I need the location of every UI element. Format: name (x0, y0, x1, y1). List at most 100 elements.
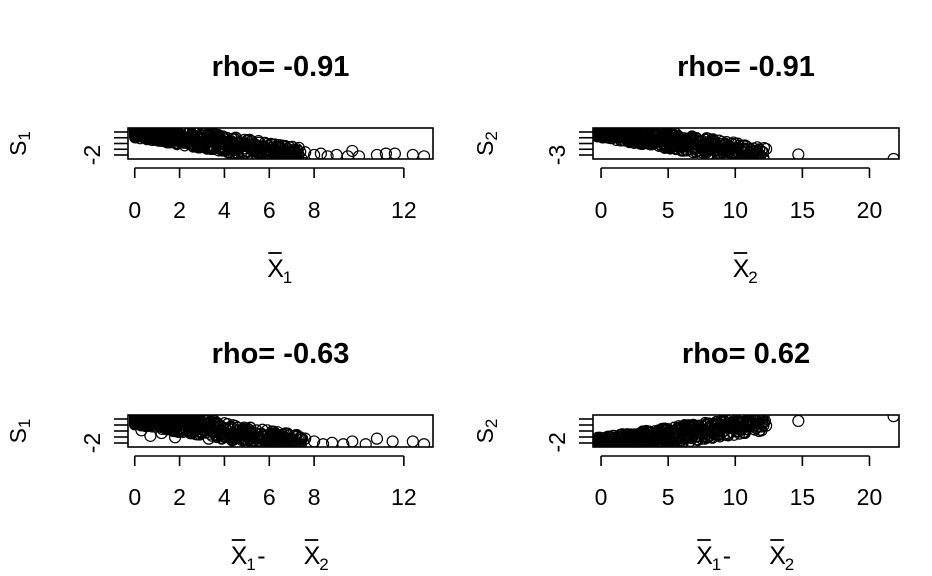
chart-title: rho= -0.91 (677, 51, 815, 83)
x-tick-label: 4 (218, 484, 231, 510)
scatter-point (202, 432, 215, 445)
x-axis: 0 2 4 6 8 12 (128, 167, 417, 223)
scatter-point (225, 143, 238, 156)
x-axis-label: X1 - X2 (231, 539, 329, 574)
scatter-point (212, 418, 225, 430)
scatter-points (128, 415, 431, 447)
x-tick-label: 2 (173, 484, 186, 510)
scatter-point (292, 148, 305, 159)
scatter-point (177, 424, 191, 437)
scatter-point (758, 154, 771, 159)
scatter-point (695, 140, 708, 153)
y-tick-label: -3 (544, 145, 570, 165)
chart-panel-1: rho= -0.91 0 2 4 6 8 12 -2 S1 X1 (5, 51, 434, 287)
scatter-point (240, 429, 253, 442)
scatter-point (291, 155, 303, 159)
scatter-point (168, 134, 182, 147)
scatter-point (292, 436, 305, 447)
scatter-point (715, 143, 728, 156)
scatter-point (346, 435, 359, 447)
scatter-point (709, 418, 722, 431)
scatter-point (269, 435, 283, 447)
scatter-point (602, 441, 614, 447)
x-tick-label: 15 (790, 197, 816, 223)
scatter-point (709, 141, 722, 154)
scatter-point (152, 128, 163, 132)
scatter-point (128, 128, 141, 136)
scatter-point (263, 144, 276, 158)
scatter-point (247, 143, 260, 156)
x-axis-label: X2 (733, 252, 758, 287)
scatter-point (143, 128, 150, 129)
scatter-point (751, 415, 764, 422)
scatter-point (623, 128, 636, 134)
scatter-point (173, 417, 186, 430)
scatter-point (285, 144, 298, 158)
scatter-point (688, 141, 702, 154)
scatter-point (608, 432, 621, 445)
scatter-point (635, 131, 648, 145)
scatter-point (743, 153, 756, 159)
scatter-point (595, 445, 604, 447)
scatter-point (417, 150, 431, 159)
subscript: 1 (283, 268, 292, 287)
scatter-point (249, 144, 261, 157)
scatter-point (593, 445, 602, 447)
scatter-point (612, 436, 625, 447)
scatter-point (321, 150, 334, 159)
scatter-point (299, 146, 312, 159)
scatter-point (739, 146, 753, 159)
chart-title: rho= -0.63 (212, 338, 350, 370)
scatter-point (264, 137, 277, 150)
scatter-point (269, 147, 283, 159)
x-axis: 0 5 10 15 20 (595, 455, 882, 510)
x-axis-label: X1 - X2 (696, 539, 794, 574)
scatter-point (234, 432, 247, 444)
scatter-point (133, 128, 146, 137)
chart-title: rho= 0.62 (682, 338, 810, 370)
x-tick-label: 5 (662, 484, 675, 510)
scatter-point (683, 139, 696, 152)
scatter-point (599, 128, 611, 133)
chart-panel-2: rho= -0.91 0 5 10 15 20 -3 S2 X2 (472, 51, 900, 287)
scatter-point (701, 431, 714, 443)
scatter-point (601, 128, 613, 135)
scatter-point (296, 445, 305, 447)
scatter-point (663, 435, 675, 447)
x-tick-label: 6 (263, 197, 276, 223)
scatter-point (131, 128, 139, 130)
minus-sign: - (723, 542, 731, 570)
y-axis-label: S1 (5, 131, 34, 156)
x-axis-label: X1 (267, 252, 292, 287)
scatter-point (625, 130, 639, 143)
scatter-point (209, 429, 222, 442)
scatter-point (231, 429, 244, 441)
scatter-point (359, 438, 372, 447)
scatter-point (132, 415, 142, 417)
scatter-points (593, 128, 899, 159)
scatter-point (596, 128, 606, 131)
scatter-point (386, 435, 399, 447)
y-axis: -2 (544, 418, 593, 452)
scatter-point (753, 417, 766, 429)
scatter-point (191, 428, 204, 441)
scatter-point (165, 415, 178, 420)
scatter-point (639, 134, 652, 147)
scatter-point (276, 431, 289, 444)
scatter-point (621, 131, 634, 144)
scatter-point (239, 423, 252, 436)
x-tick-label: 0 (595, 197, 608, 223)
scatter-point (195, 136, 209, 149)
xbar-symbol: X (696, 542, 713, 570)
scatter-point (151, 128, 164, 140)
x-axis: 0 2 4 6 8 12 (128, 455, 417, 510)
scatter-point (308, 148, 321, 159)
y-axis: -2 (79, 418, 128, 453)
scatter-point (746, 415, 759, 426)
scatter-point (887, 415, 899, 423)
x-tick-label: 6 (263, 484, 276, 510)
y-axis: -3 (544, 131, 593, 165)
x-tick-label: 20 (857, 197, 883, 223)
scatter-point (722, 142, 735, 156)
x-tick-label: 0 (128, 197, 141, 223)
